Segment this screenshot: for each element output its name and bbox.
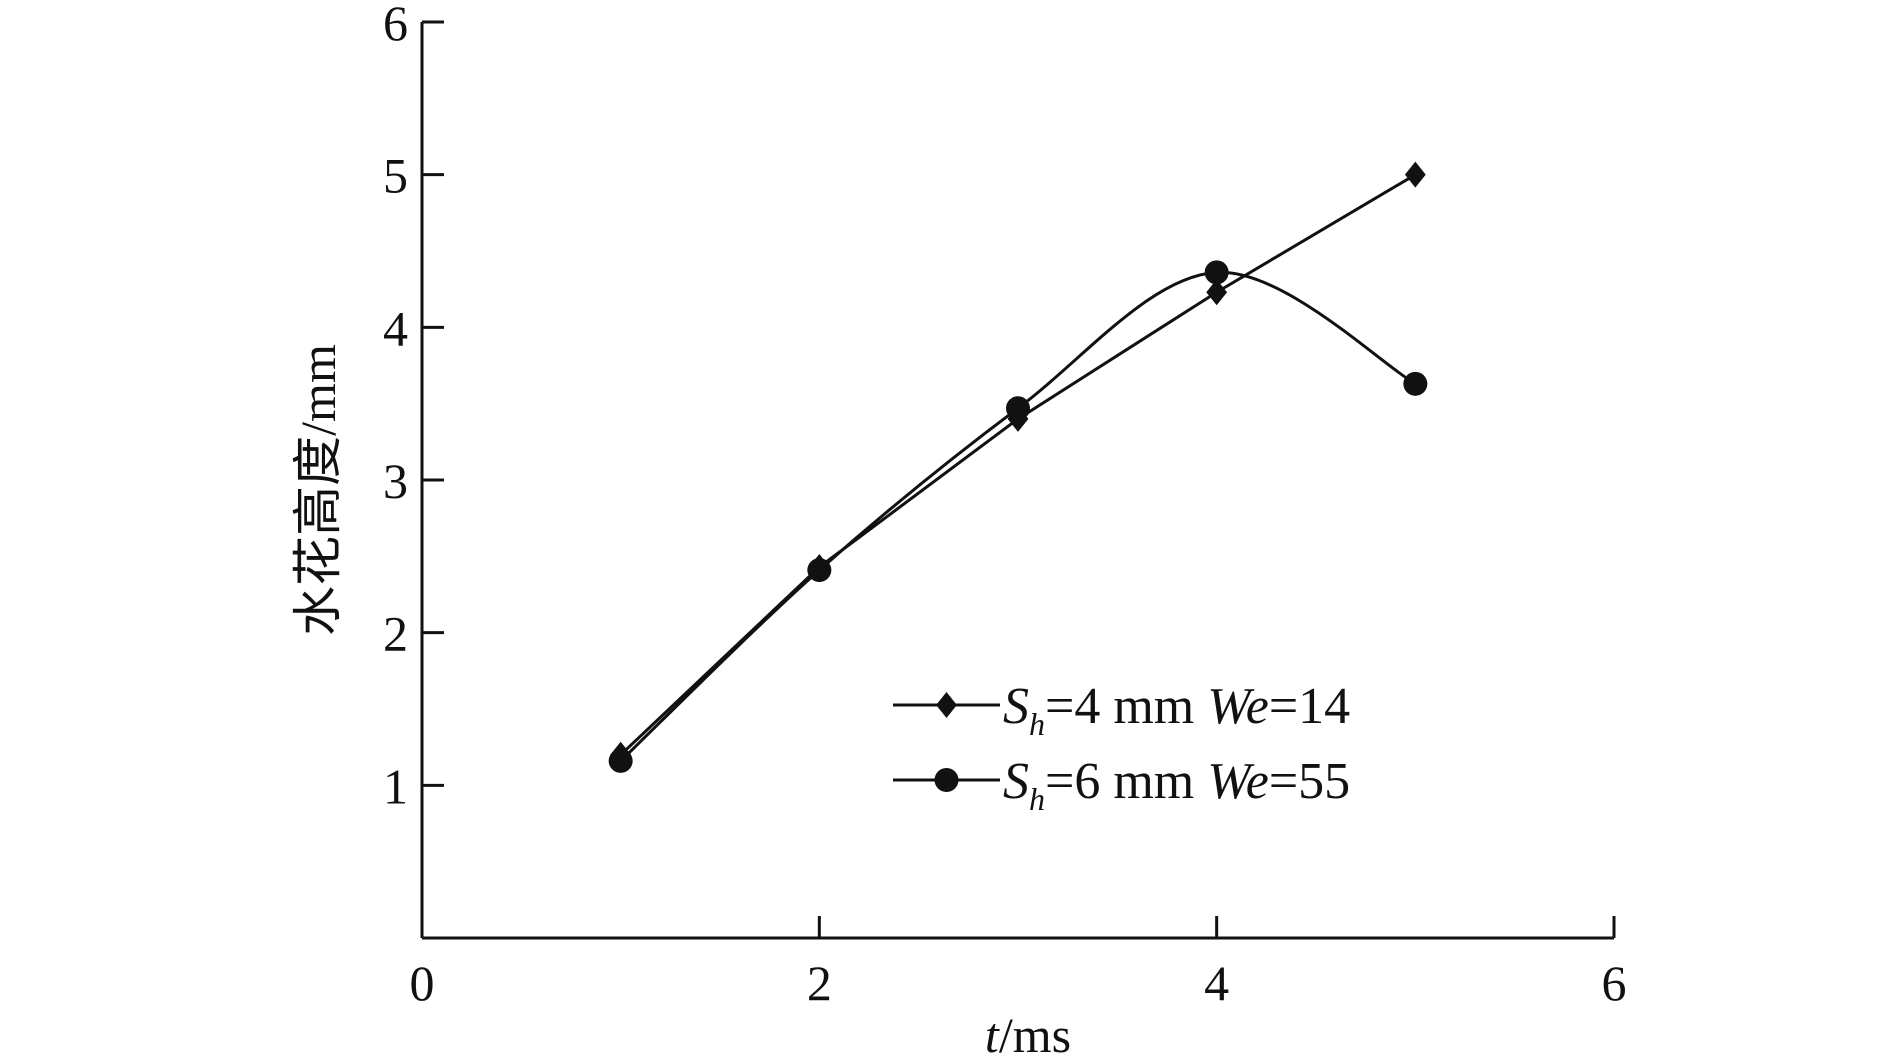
x-tick-label: 2: [807, 955, 832, 1011]
legend-entry-1: Sh=4 mm We=14: [893, 678, 1350, 742]
series-1-point: [1404, 161, 1426, 188]
legend-1-symbol: S: [1003, 678, 1029, 735]
series-2-point: [608, 748, 633, 773]
x-ticks: 0 2 4 6: [410, 916, 1627, 1011]
x-tick-label: 6: [1602, 955, 1627, 1011]
series-2-point: [1403, 371, 1428, 396]
legend-1-we: We: [1207, 678, 1269, 735]
y-tick-label: 1: [383, 758, 408, 814]
legend-label-2: Sh=6 mm We=55: [1003, 753, 1350, 817]
x-axis-unit: /ms: [999, 1007, 1071, 1059]
y-tick-label: 2: [383, 606, 408, 662]
y-axis-label: 水花高度/mm: [290, 344, 346, 636]
legend-label-1: Sh=4 mm We=14: [1003, 678, 1350, 742]
legend: Sh=4 mm We=14 Sh=6 mm We=55: [893, 678, 1350, 817]
series-2-point: [1006, 396, 1030, 421]
y-ticks: 1 2 3 4 5 6: [383, 0, 444, 814]
series-2: [608, 260, 1428, 773]
series-1-point: [1206, 279, 1228, 306]
series-2-point: [1204, 260, 1229, 285]
y-tick-label: 5: [383, 148, 408, 204]
x-tick-label: 0: [410, 955, 435, 1011]
x-axis-label: t/ms: [985, 1007, 1071, 1059]
legend-1-value: =14: [1269, 678, 1350, 735]
legend-2-value: =55: [1269, 753, 1350, 810]
legend-entry-2: Sh=6 mm We=55: [893, 753, 1350, 817]
series-1-line: [619, 173, 1417, 756]
series-1: [610, 161, 1426, 768]
legend-marker-diamond: [936, 692, 957, 718]
legend-2-we: We: [1207, 753, 1269, 810]
x-tick-label: 4: [1204, 955, 1229, 1011]
legend-1-subscript: h: [1029, 706, 1045, 742]
legend-marker-circle: [934, 768, 959, 792]
series-layer: [608, 161, 1428, 773]
legend-2-mid: =6 mm: [1045, 753, 1207, 810]
y-tick-label: 6: [383, 0, 408, 51]
legend-1-mid: =4 mm: [1045, 678, 1207, 735]
legend-2-subscript: h: [1029, 781, 1045, 817]
legend-2-symbol: S: [1003, 753, 1029, 810]
x-axis-var: t: [985, 1007, 1000, 1059]
y-tick-label: 3: [383, 453, 408, 509]
y-tick-label: 4: [383, 300, 408, 356]
series-2-point: [807, 558, 832, 583]
